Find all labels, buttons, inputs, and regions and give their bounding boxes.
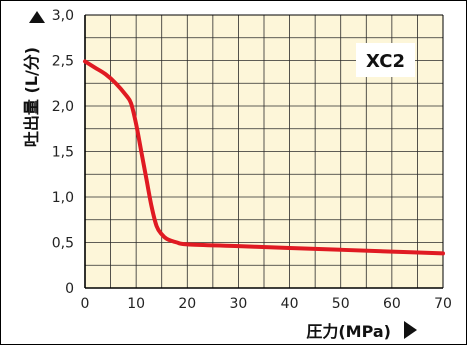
series-lines (83, 59, 445, 256)
tick-labels: 0 10 20 30 40 50 60 70 0 0,5 1,0 1,5 2,0 2,5 3,0 (52, 8, 452, 312)
x-axis-title: 圧力(MPa) (306, 322, 391, 341)
x-axis-arrow-icon (404, 321, 417, 339)
x-tick-label: 0 (81, 296, 90, 312)
y-tick-label: 2,5 (52, 54, 74, 70)
x-tick-label: 30 (230, 296, 248, 312)
y-tick-label: 1,0 (52, 190, 74, 206)
y-tick-label: 0,5 (52, 236, 74, 252)
y-axis-title: 吐出量 (L/分) (22, 47, 41, 147)
annotation-box (356, 43, 415, 77)
y-tick-label: 3,0 (52, 8, 74, 24)
x-tick-label: 70 (434, 296, 452, 312)
x-tick-label: 60 (383, 296, 401, 312)
y-tick-label: 0 (65, 281, 74, 297)
y-tick-label: 1,5 (52, 145, 74, 161)
annotation-label: XC2 (366, 51, 405, 72)
x-tick-label: 40 (281, 296, 299, 312)
y-tick-label: 2,0 (52, 99, 74, 115)
x-tick-label: 10 (127, 296, 145, 312)
y-axis-arrow-icon (29, 11, 45, 23)
x-tick-label: 20 (178, 296, 196, 312)
series-line (83, 59, 445, 256)
x-tick-label: 50 (332, 296, 350, 312)
